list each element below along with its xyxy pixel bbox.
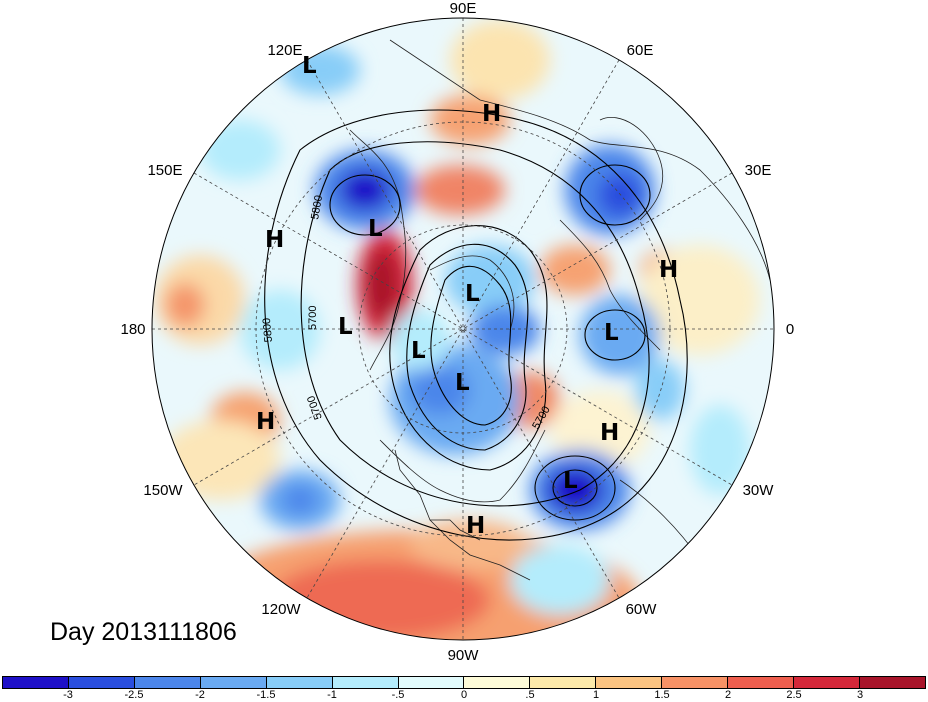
colorbar-swatch — [859, 677, 925, 688]
colorbar-swatch — [398, 677, 465, 688]
colorbar-swatch — [3, 677, 69, 688]
lon-label: 60E — [627, 42, 654, 59]
lon-label: 150E — [147, 162, 182, 179]
colorbar-swatch — [530, 677, 597, 688]
lon-label: 120W — [261, 601, 301, 618]
colorbar-swatch — [332, 677, 399, 688]
lon-label: 180 — [120, 321, 145, 338]
colorbar-tick-label: 1 — [592, 689, 600, 701]
low-pressure-marker: L — [465, 281, 480, 307]
colorbar-swatch — [68, 677, 135, 688]
colorbar-tick-label: -2.5 — [124, 689, 144, 701]
colorbar-tick-label: 3 — [856, 689, 864, 701]
colorbar-swatch — [134, 677, 201, 688]
high-pressure-marker: H — [600, 420, 619, 446]
colorbar-swatch — [596, 677, 663, 688]
lon-label: 90W — [448, 647, 480, 664]
map-boundary — [151, 17, 775, 641]
lon-label: 150W — [143, 482, 183, 499]
high-pressure-marker: H — [256, 409, 275, 435]
colorbar-ticks: -3 -2.5 -2 -1.5 -1 -.5 0 .5 1 1.5 2 2.5 3 — [0, 689, 928, 702]
contour-label: 5800 — [309, 194, 325, 220]
anomaly-field — [152, 18, 774, 640]
colorbar-swatch — [662, 677, 729, 688]
lon-label: 120E — [267, 42, 302, 59]
pressure-centers: H H H H H H L L L L L L L L — [256, 53, 678, 539]
lon-label: 30W — [743, 482, 775, 499]
lon-label: 30E — [745, 162, 772, 179]
lon-label: 0 — [786, 321, 794, 338]
low-pressure-marker: L — [563, 468, 578, 494]
high-pressure-marker: H — [466, 513, 485, 539]
colorbar-tick-label: .5 — [525, 689, 535, 701]
colorbar-tick-label: -.5 — [391, 689, 405, 701]
low-pressure-marker: L — [411, 338, 426, 364]
low-pressure-marker: L — [455, 370, 470, 396]
longitude-labels: 90E 60E 30E 0 30W 60W 90W 120W 150W 180 … — [120, 0, 794, 664]
low-pressure-marker: L — [368, 216, 383, 242]
colorbar-swatch — [728, 677, 795, 688]
colorbar-swatch — [464, 677, 531, 688]
colorbar-tick-label: 1.5 — [654, 689, 670, 701]
colorbar-tick-label: 2 — [724, 689, 732, 701]
lon-label: 60W — [626, 601, 658, 618]
colorbar-tick-label: -2 — [195, 689, 205, 701]
colorbar-tick-label: -1.5 — [256, 689, 276, 701]
colorbar-swatch — [794, 677, 860, 688]
colorbar-swatch — [266, 677, 333, 688]
low-pressure-marker: L — [338, 314, 353, 340]
high-pressure-marker: H — [659, 257, 678, 283]
colorbar-tick-label: -3 — [63, 689, 73, 701]
colorbar-tick-label: 2.5 — [786, 689, 802, 701]
contour-label: 5700 — [307, 306, 319, 330]
colorbar-swatch — [200, 677, 267, 688]
colorbar-tick-label: 0 — [460, 689, 468, 701]
date-title: Day 2013111806 — [50, 618, 237, 646]
high-pressure-marker: H — [482, 101, 501, 127]
low-pressure-marker: L — [604, 320, 619, 346]
low-pressure-marker: L — [302, 53, 317, 79]
lon-label: 90E — [450, 0, 477, 17]
high-pressure-marker: H — [265, 227, 284, 253]
colorbar-tick-label: -1 — [327, 689, 337, 701]
colorbar — [2, 676, 926, 689]
contour-label: 5800 — [261, 317, 275, 342]
